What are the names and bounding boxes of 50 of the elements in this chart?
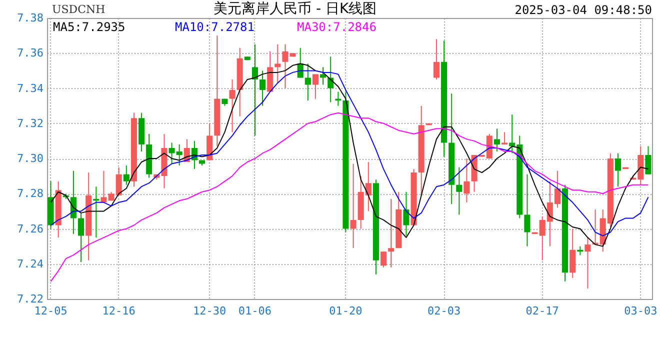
candlestick xyxy=(502,132,508,145)
candlestick xyxy=(252,44,258,136)
x-tick-label: 12-05 xyxy=(34,304,68,318)
line-series xyxy=(50,112,649,282)
y-tick-label: 7.36 xyxy=(17,46,44,60)
y-tick-label: 7.38 xyxy=(17,12,44,24)
candlestick xyxy=(645,146,652,175)
candlestick xyxy=(524,174,530,247)
text: MA30:7.2846 xyxy=(297,20,376,34)
candlestick xyxy=(312,74,318,100)
candlestick xyxy=(282,44,288,89)
y-tick-label: 7.26 xyxy=(17,222,44,236)
candlestick xyxy=(403,191,410,236)
candlestick xyxy=(123,165,130,186)
x-tick-label: 01-20 xyxy=(329,304,362,318)
x-tick-label: 02-03 xyxy=(427,304,461,318)
candlestick xyxy=(304,63,311,102)
y-tick-label: 7.30 xyxy=(17,152,44,165)
candlestick xyxy=(380,251,387,268)
candlestick xyxy=(350,163,356,249)
candlestick xyxy=(494,128,500,152)
candlestick xyxy=(78,212,84,263)
x-tick-label: 01-06 xyxy=(238,304,272,318)
candlestick xyxy=(584,237,591,289)
candlestick xyxy=(433,38,440,80)
candlestick xyxy=(274,44,281,84)
text: MA5:7.2935 xyxy=(53,20,126,34)
y-tick-label: 7.22 xyxy=(17,292,44,306)
candlestick xyxy=(388,198,394,268)
candlestick xyxy=(464,158,470,203)
candlestick xyxy=(456,166,462,216)
candlestick xyxy=(100,170,107,203)
x-tick-label: 12-30 xyxy=(193,304,226,318)
candlestick xyxy=(614,152,621,188)
candlestick xyxy=(229,78,236,133)
y-tick-label: 7.28 xyxy=(17,187,44,200)
text: USDCNH xyxy=(52,3,106,16)
candlestick xyxy=(260,70,266,106)
candlestick xyxy=(570,228,576,278)
y-tick-label: 7.34 xyxy=(17,82,44,95)
candlestick xyxy=(320,66,326,86)
x-tick-label: 02-17 xyxy=(526,304,559,318)
text: 2025-03-04 09:48:50 xyxy=(514,3,652,17)
x-tick-label: 03-03 xyxy=(624,304,658,318)
y-tick-label: 7.24 xyxy=(17,257,44,270)
text: MA10:7.2781 xyxy=(175,20,254,34)
chart-title: 美元离岸人民币 - 日K线图 xyxy=(213,1,377,17)
candlestick xyxy=(328,56,334,103)
y-tick-label: 7.32 xyxy=(17,116,44,130)
x-tick-label: 12-16 xyxy=(102,304,136,318)
